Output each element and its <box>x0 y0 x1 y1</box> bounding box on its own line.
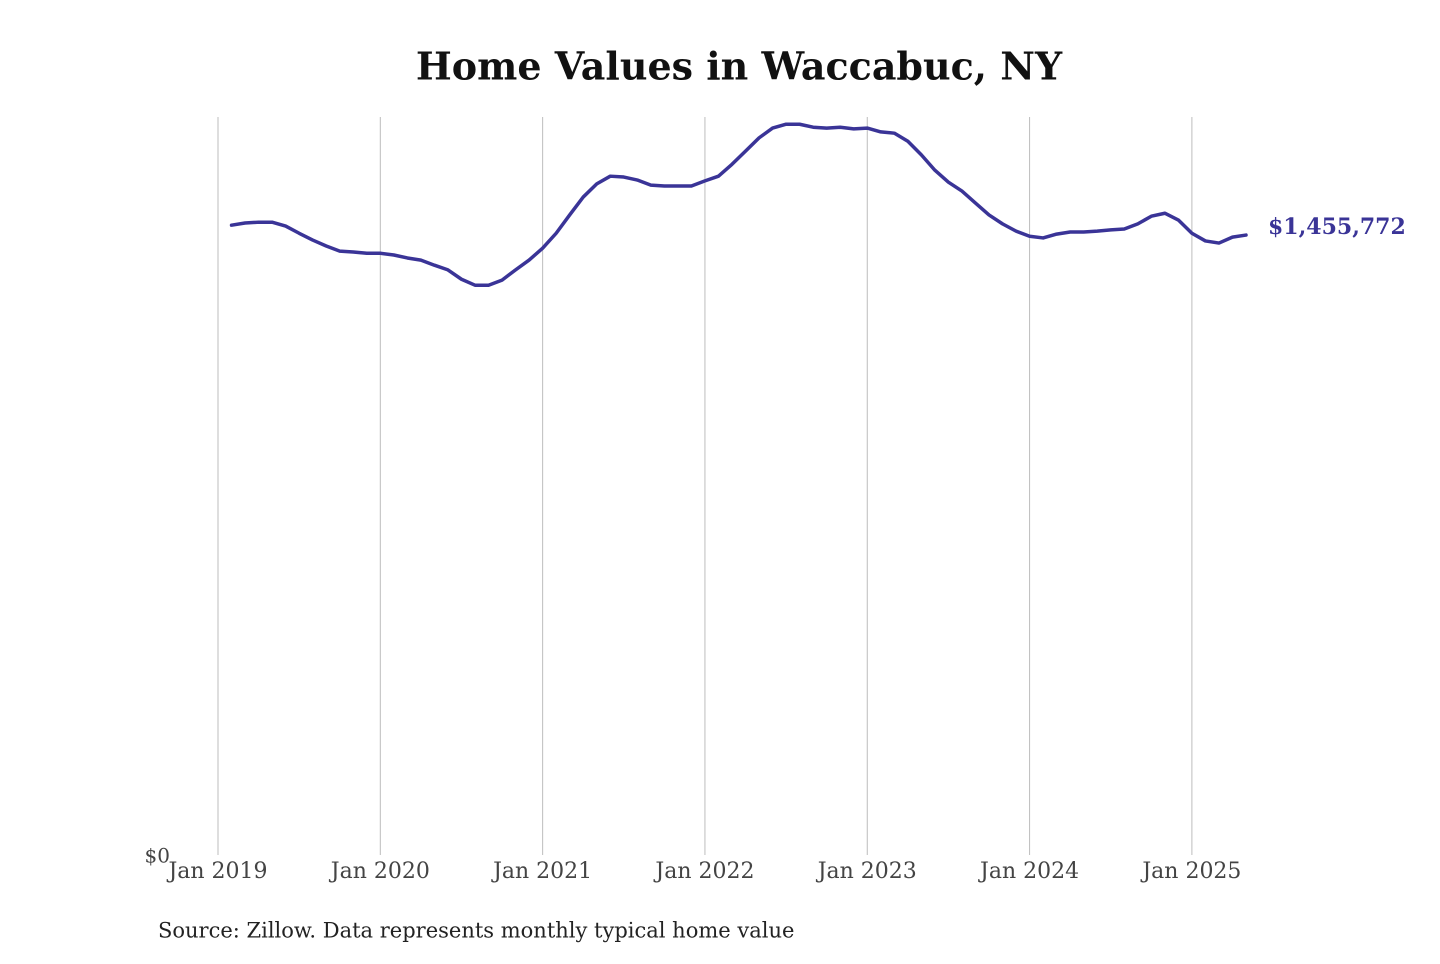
x-tick-label: Jan 2022 <box>653 859 754 884</box>
x-tick-label: Jan 2021 <box>491 859 592 884</box>
data-line <box>229 122 1248 287</box>
x-tick-label: Jan 2025 <box>1140 859 1241 884</box>
source-note: Source: Zillow. Data represents monthly … <box>158 919 794 943</box>
value-label: $1,455,772 <box>1268 214 1406 240</box>
x-tick-label: Jan 2019 <box>166 859 267 884</box>
chart-title: Home Values in Waccabuc, NY <box>416 44 1063 89</box>
x-tick-label: Jan 2020 <box>329 859 430 884</box>
x-tick-label: Jan 2023 <box>816 859 917 884</box>
y-tick-label: $0 <box>145 844 170 868</box>
x-tick-label: Jan 2024 <box>978 859 1079 884</box>
